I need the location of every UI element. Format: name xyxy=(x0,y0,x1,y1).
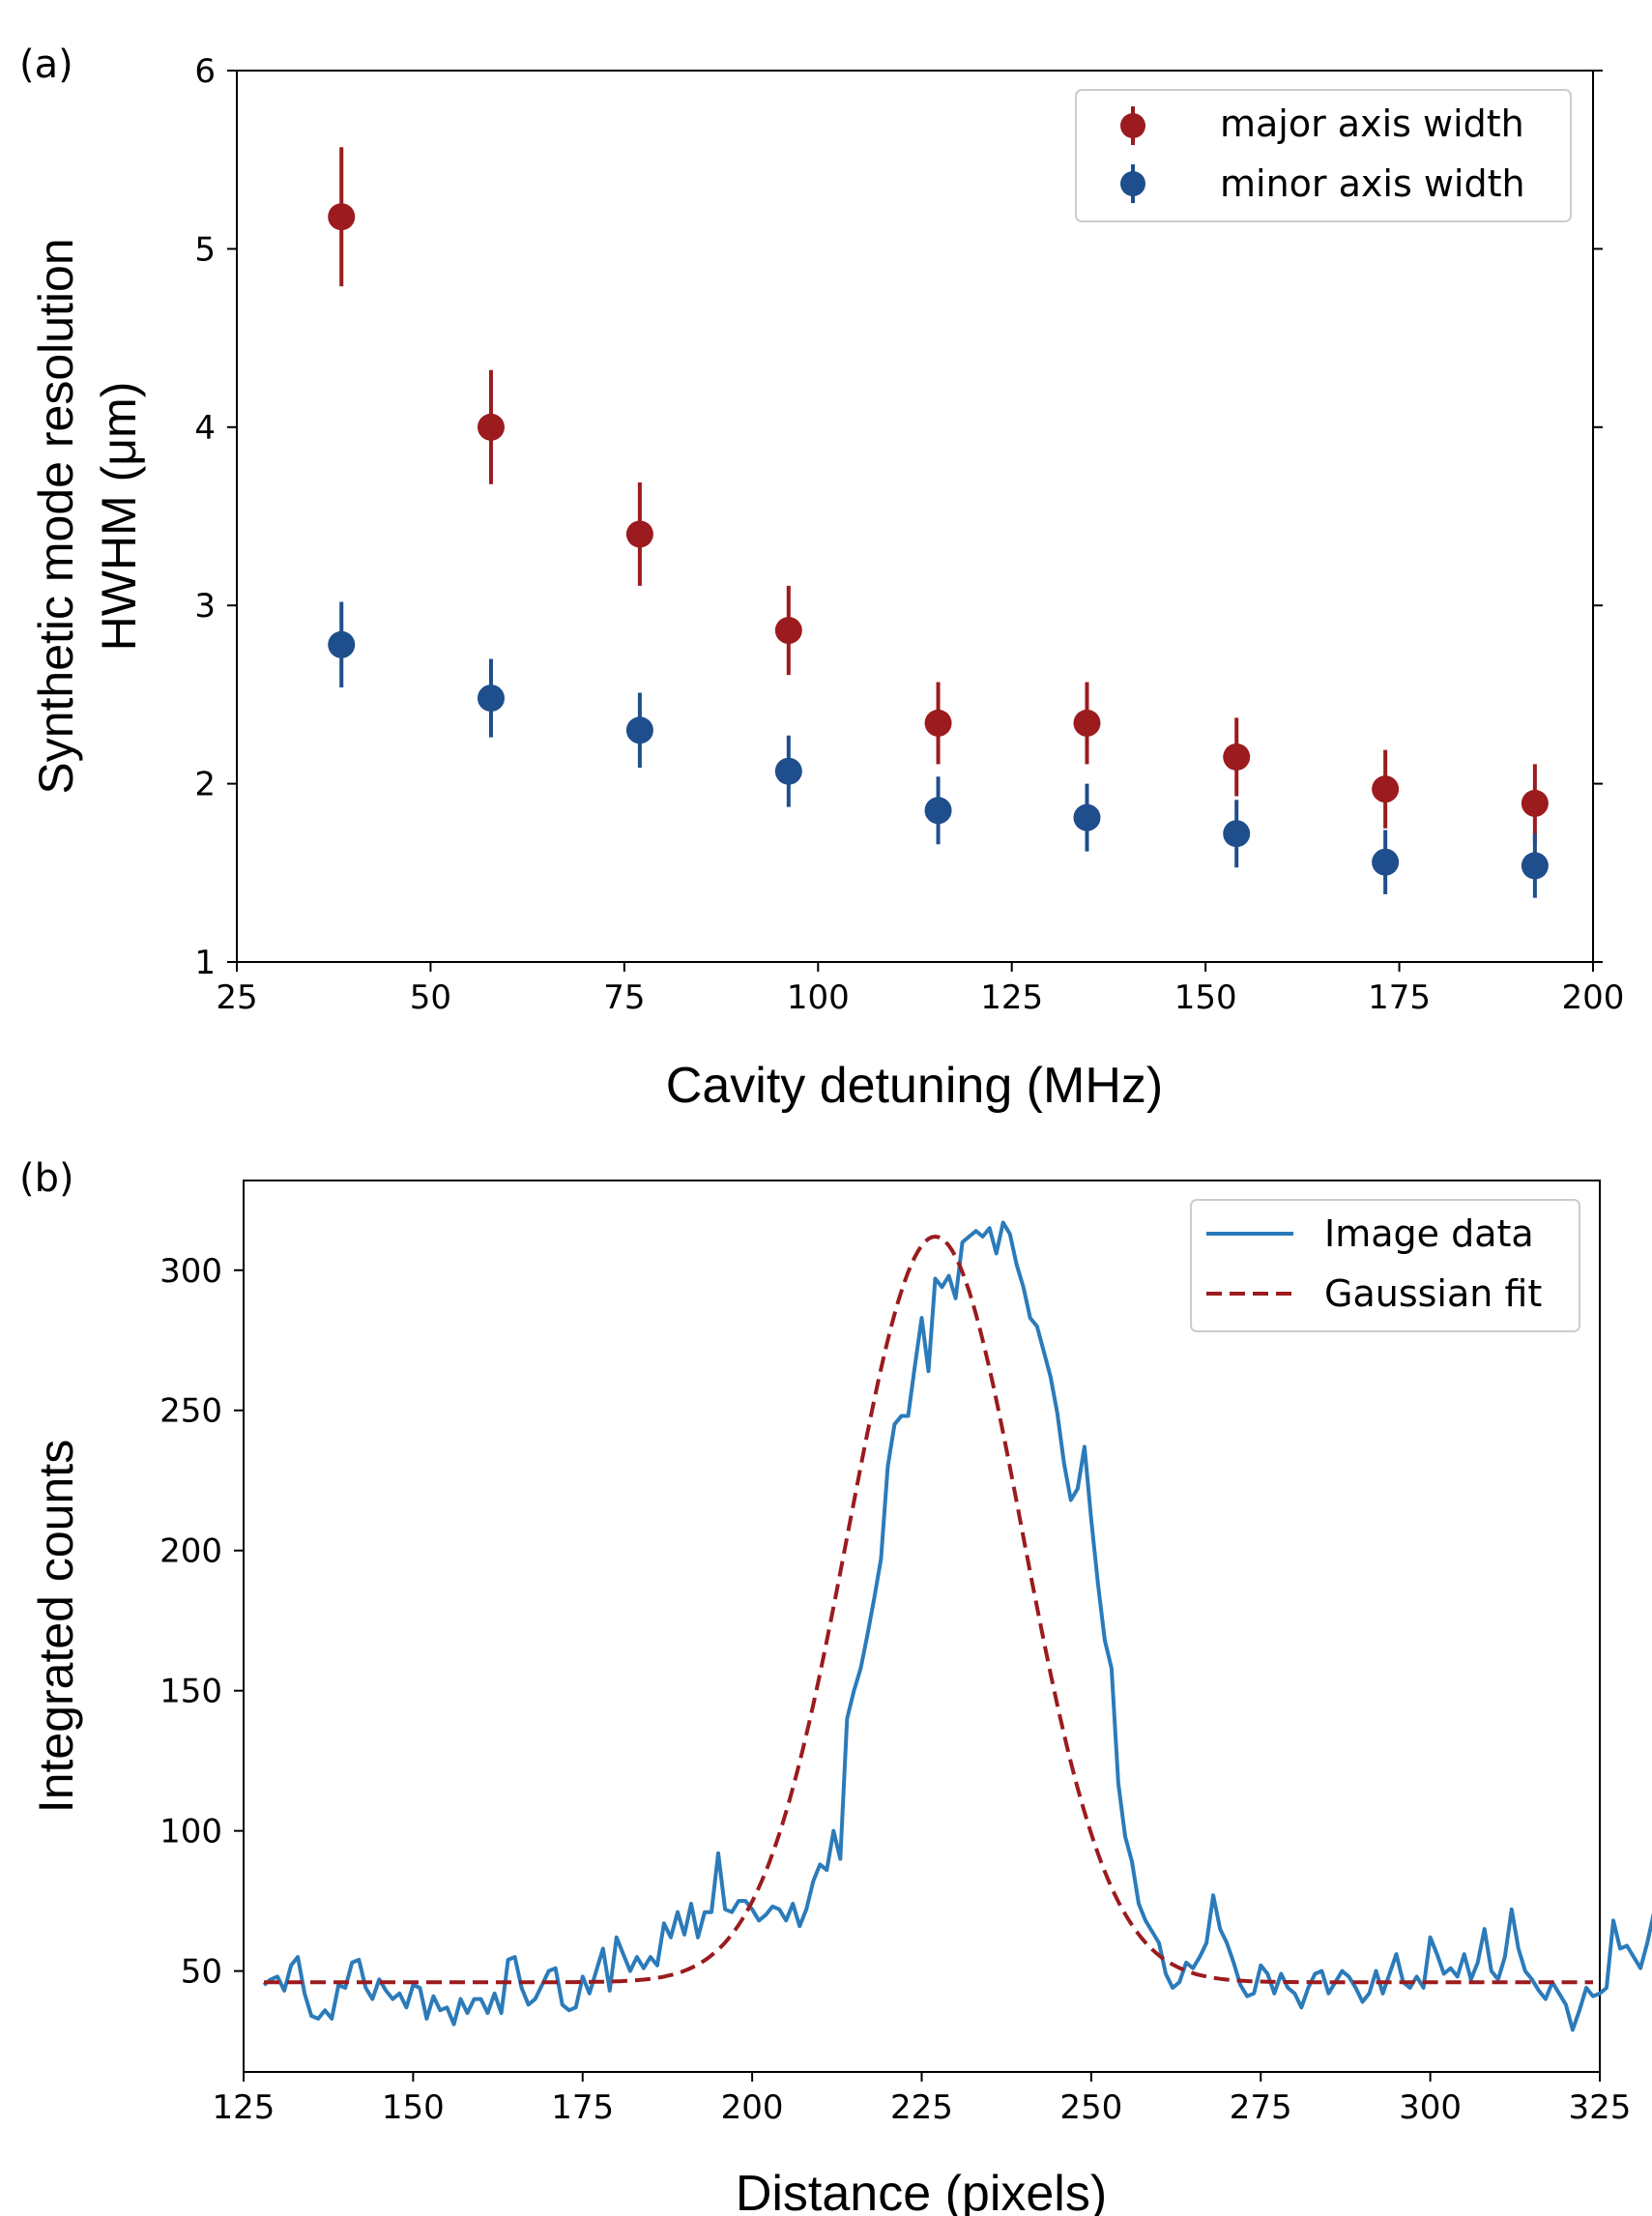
major-point-8 xyxy=(1521,789,1549,817)
a-xtick-label-7: 200 xyxy=(1562,978,1625,1017)
panel-a-plot-frame xyxy=(236,70,1594,963)
panel-a-legend-box xyxy=(1075,89,1572,222)
minor-point-7 xyxy=(1372,848,1400,876)
panel-b-legend: Image data Gaussian fit xyxy=(1190,1199,1580,1332)
panel-a-y-axis: 1 2 3 4 5 6 xyxy=(194,52,1603,982)
panel-a-label: (a) xyxy=(19,43,73,87)
panel-b-xlabel: Distance (pixels) xyxy=(736,2166,1107,2216)
a-ytick-label-3: 4 xyxy=(194,409,216,448)
a-xtick-label-3: 100 xyxy=(787,978,850,1017)
image-data-line xyxy=(262,1220,1652,2032)
minor-point-5 xyxy=(1073,803,1101,831)
a-ytick-label-4: 5 xyxy=(194,230,216,269)
a-xtick-label-6: 175 xyxy=(1368,978,1431,1017)
b-xtick-label-0: 125 xyxy=(213,2088,275,2127)
legend-gaussian-fit-label: Gaussian fit xyxy=(1324,1272,1542,1315)
minor-point-3 xyxy=(774,757,802,785)
a-ytick-label-5: 6 xyxy=(194,52,216,91)
b-xtick-label-5: 250 xyxy=(1059,2088,1122,2127)
major-point-4 xyxy=(924,709,952,737)
b-xtick-label-4: 225 xyxy=(890,2088,953,2127)
b-ytick-label-1: 100 xyxy=(159,1813,222,1852)
major-point-1 xyxy=(477,413,505,441)
a-ytick-label-0: 1 xyxy=(194,944,216,982)
a-ytick-label-1: 2 xyxy=(194,766,216,804)
b-ytick-label-4: 250 xyxy=(159,1392,222,1431)
legend-major-marker xyxy=(1120,113,1145,138)
panel-a-data-points xyxy=(328,147,1549,898)
minor-point-2 xyxy=(625,716,653,744)
legend-major-label: major axis width xyxy=(1220,102,1524,145)
major-point-3 xyxy=(774,617,802,645)
major-point-6 xyxy=(1223,743,1251,771)
panel-b-ylabel: Integrated counts xyxy=(29,1440,83,1813)
panel-b-y-axis: 50 100 150 200 250 300 xyxy=(159,1252,244,1992)
panel-b-label: (b) xyxy=(19,1156,74,1201)
b-ytick-label-5: 300 xyxy=(159,1252,222,1291)
a-xtick-label-0: 25 xyxy=(216,978,257,1017)
a-ytick-label-2: 3 xyxy=(194,587,216,626)
panel-b: (b) 125 150 175 200 225 250 275 300 325 50 100 150… xyxy=(19,1156,1652,2216)
panel-b-series xyxy=(262,1220,1652,2032)
b-xtick-label-2: 175 xyxy=(551,2088,614,2127)
panel-a-ylabel-line1: Synthetic mode resolution xyxy=(29,238,83,794)
minor-point-0 xyxy=(328,630,356,658)
major-point-2 xyxy=(625,520,653,548)
major-point-5 xyxy=(1073,709,1101,737)
minor-point-1 xyxy=(477,685,505,713)
legend-minor-label: minor axis width xyxy=(1220,162,1525,205)
panel-a-ylabel-line2: HWHM (μm) xyxy=(92,382,146,652)
legend-image-data-label: Image data xyxy=(1324,1212,1534,1255)
b-xtick-label-3: 200 xyxy=(721,2088,784,2127)
a-xtick-label-4: 125 xyxy=(980,978,1043,1017)
b-xtick-label-8: 325 xyxy=(1569,2088,1632,2127)
gaussian-fit-line xyxy=(264,1234,1593,1985)
minor-point-8 xyxy=(1521,852,1549,880)
b-xtick-label-7: 300 xyxy=(1399,2088,1462,2127)
panel-b-x-axis: 125 150 175 200 225 250 275 300 325 xyxy=(213,2072,1632,2127)
panel-a-xlabel: Cavity detuning (MHz) xyxy=(666,1058,1163,1114)
a-xtick-label-5: 150 xyxy=(1174,978,1237,1017)
minor-point-4 xyxy=(924,797,952,825)
b-xtick-label-1: 150 xyxy=(382,2088,445,2127)
panel-a-legend: major axis width minor axis width xyxy=(1075,89,1572,222)
legend-minor-marker xyxy=(1120,171,1145,196)
panel-a-x-axis: 25 50 75 100 125 150 175 200 xyxy=(216,962,1624,1017)
a-xtick-label-2: 75 xyxy=(603,978,645,1017)
panel-a: (a) 25 50 75 100 125 150 175 200 1 2 3 4 5 6 Cavity … xyxy=(19,43,1624,1114)
b-xtick-label-6: 275 xyxy=(1230,2088,1292,2127)
b-ytick-label-2: 150 xyxy=(159,1673,222,1711)
major-point-0 xyxy=(328,203,356,231)
minor-point-6 xyxy=(1223,820,1251,848)
a-xtick-label-1: 50 xyxy=(410,978,451,1017)
b-ytick-label-3: 200 xyxy=(159,1532,222,1571)
major-point-7 xyxy=(1372,775,1400,803)
b-ytick-label-0: 50 xyxy=(181,1953,222,1992)
